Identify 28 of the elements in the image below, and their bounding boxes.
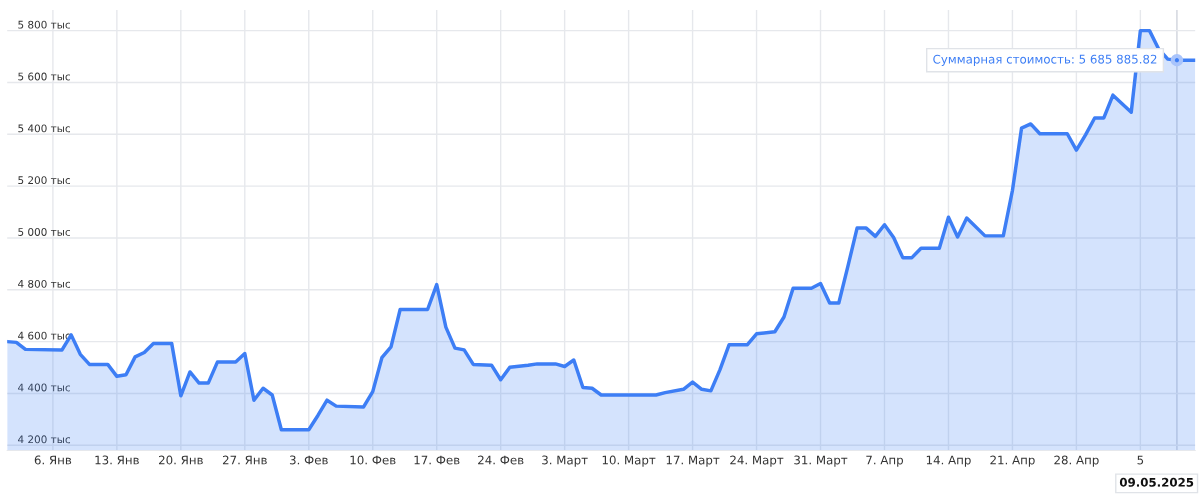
- x-tick-label: 3. Фев: [289, 455, 328, 465]
- x-tick-label: 17. Фев: [414, 455, 460, 465]
- x-tick-label: 31. Март: [794, 455, 848, 467]
- y-tick-label: 4 200 тыс: [18, 435, 71, 444]
- x-tick-label: 17. Март: [666, 455, 720, 467]
- y-tick-label: 4 800 тыс: [18, 279, 71, 288]
- text: 09.05.2025: [1119, 477, 1194, 487]
- x-tick-label: 3. Март: [542, 455, 588, 467]
- annotation: Суммарная стоимость: 5 685 885.82: [933, 54, 1157, 66]
- x-tick-label: 5: [1137, 455, 1144, 465]
- y-tick-label: 5 200 тыс: [18, 176, 71, 185]
- y-tick-label: 4 400 тыс: [18, 383, 71, 392]
- y-tick-label: 5 800 тыс: [18, 20, 71, 29]
- x-tick-label: 13. Янв: [95, 455, 139, 465]
- x-tick-label: 20. Янв: [158, 455, 203, 465]
- x-tick-label: 24. Фев: [478, 455, 524, 465]
- y-tick-label: 5 600 тыс: [18, 72, 71, 81]
- x-tick-label: 6. Янв: [34, 455, 72, 465]
- x-tick-label: 14. Апр: [926, 455, 971, 467]
- x-tick-label: 27. Янв: [222, 455, 267, 465]
- x-tick-label: 10. Март: [602, 455, 656, 467]
- y-tick-label: 5 000 тыс: [18, 228, 71, 236]
- x-tick-label: 28. Апр: [1054, 455, 1099, 467]
- x-tick-label: 7. Апр: [866, 455, 903, 467]
- x-tick-label: 10. Фев: [350, 455, 396, 465]
- y-tick-label: 5 400 тыс: [18, 124, 71, 133]
- x-tick-label: 24. Март: [730, 455, 784, 467]
- x-tick-label: 21. Апр: [990, 455, 1035, 467]
